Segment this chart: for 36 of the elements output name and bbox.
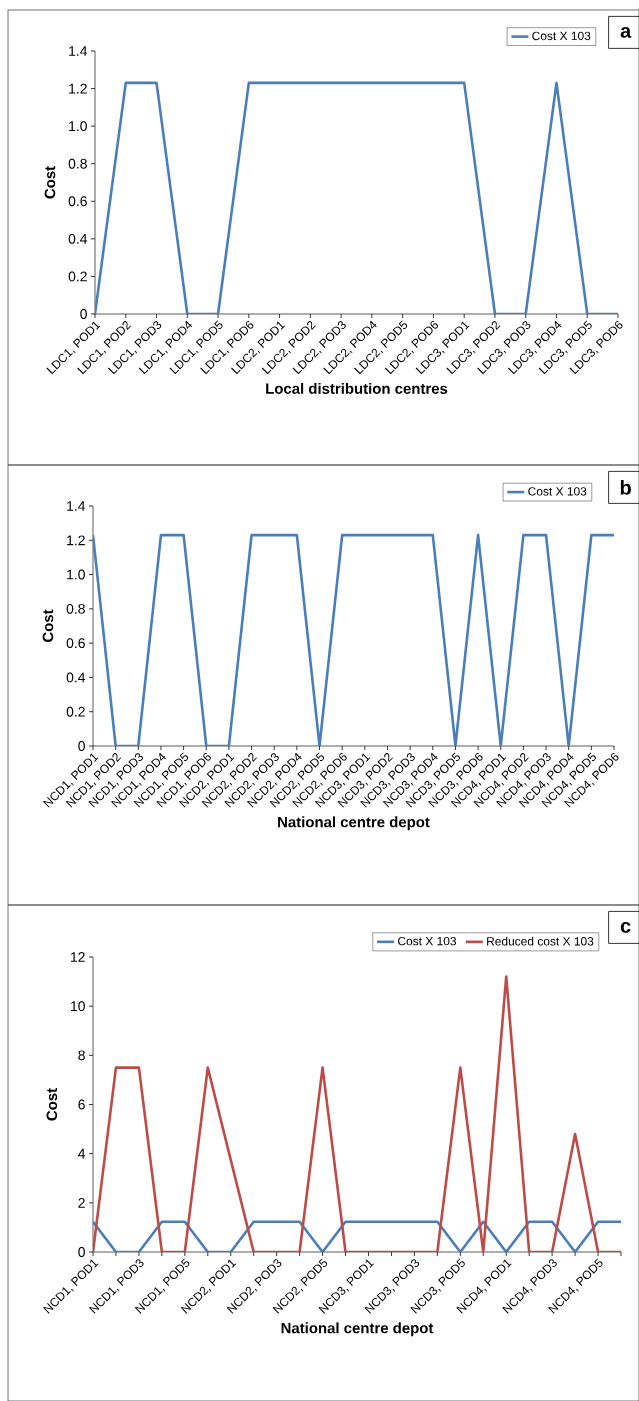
x-axis-title: Local distribution centres <box>266 382 448 394</box>
legend-label: Reduced cost X 103 <box>487 936 594 946</box>
y-tick-label: 4 <box>78 1148 86 1159</box>
y-tick-label: 0.8 <box>66 603 85 614</box>
y-tick-label: 0.4 <box>66 672 86 683</box>
y-tick-label: 0.4 <box>68 233 88 244</box>
text: c <box>620 921 631 933</box>
y-tick-label: 10 <box>71 1001 85 1012</box>
legend-label: Cost X 103 <box>528 487 587 496</box>
legend-label: Cost X 103 <box>532 31 591 41</box>
y-tick-label: 0 <box>78 741 85 751</box>
y-tick-label: 1.0 <box>67 569 85 580</box>
y-tick-label: 0 <box>78 1247 85 1257</box>
y-tick-label: 6 <box>78 1099 85 1110</box>
y-tick-label: 12 <box>71 952 85 962</box>
y-tick-label: 0.6 <box>66 638 85 649</box>
y-tick-label: 1.4 <box>67 501 86 511</box>
text: b <box>620 480 631 495</box>
y-tick-label: 0.8 <box>68 158 87 169</box>
y-tick-label: 1.2 <box>69 83 87 94</box>
y-tick-label: 2 <box>78 1197 85 1208</box>
y-tick-label: 0.2 <box>66 706 85 717</box>
y-tick-label: 0 <box>80 309 87 319</box>
legend-label: Cost X 103 <box>398 936 457 946</box>
y-tick-label: 0.6 <box>68 196 87 207</box>
y-axis-title: Cost <box>44 166 56 199</box>
y-tick-label: 0.2 <box>68 271 87 282</box>
y-tick-label: 8 <box>78 1050 85 1061</box>
text: a <box>620 26 632 38</box>
y-axis-title: Cost <box>42 609 54 642</box>
y-axis-title: Cost <box>46 1088 58 1121</box>
y-tick-label: 1.2 <box>67 535 85 546</box>
x-axis-title: National centre depot <box>278 816 430 831</box>
x-axis-title: National centre depot <box>281 1322 434 1337</box>
y-tick-label: 1.4 <box>69 46 88 56</box>
y-tick-label: 1.0 <box>69 121 87 132</box>
